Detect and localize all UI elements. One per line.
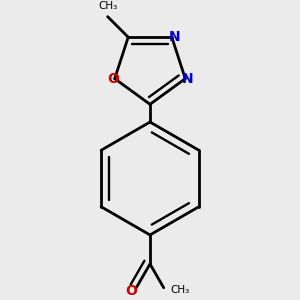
- Text: N: N: [169, 30, 180, 44]
- Text: O: O: [125, 284, 137, 298]
- Text: O: O: [107, 72, 119, 86]
- Text: CH₃: CH₃: [170, 285, 189, 295]
- Text: N: N: [182, 72, 194, 86]
- Text: CH₃: CH₃: [98, 1, 117, 11]
